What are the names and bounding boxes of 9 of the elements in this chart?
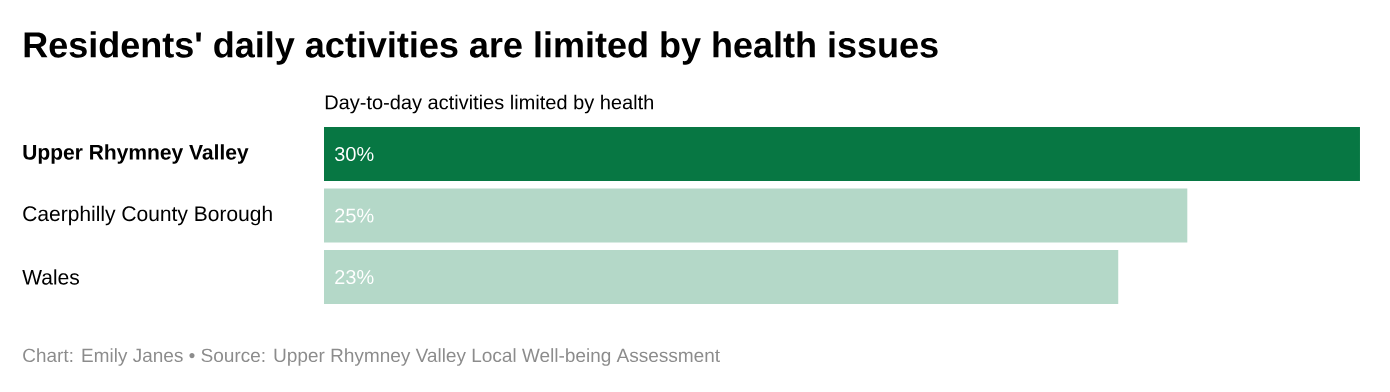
- y-tick-label: Wales: [22, 269, 79, 285]
- y-tick-label: Upper Rhymney Valley: [23, 144, 249, 164]
- data-label: 30%: [334, 146, 374, 162]
- y-tick-label: Caerphilly County Borough: [23, 205, 272, 226]
- data-label: 25%: [335, 208, 374, 223]
- text: Chart: Emily Janes • Source: Upper Rhymney Valley Local Well-being Assessment: [23, 348, 720, 366]
- chart-subtitle: Day-to-day activities limited by health: [325, 94, 653, 114]
- chart-title: Residents' daily activities are limited by health issues: [24, 31, 938, 65]
- data-label: 23%: [335, 269, 374, 285]
